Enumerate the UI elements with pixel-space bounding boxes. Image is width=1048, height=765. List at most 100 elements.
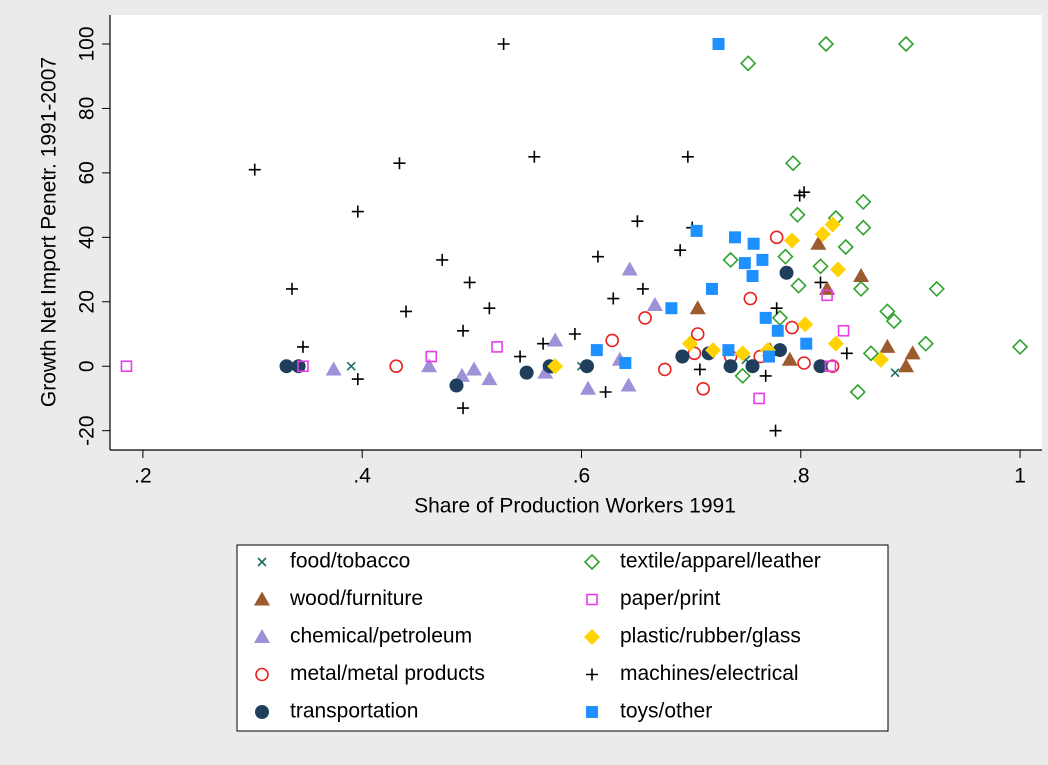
legend bbox=[236, 544, 889, 732]
data-point bbox=[636, 282, 649, 295]
data-point bbox=[781, 351, 798, 366]
data-point bbox=[771, 324, 784, 337]
data-point bbox=[898, 358, 915, 373]
data-point bbox=[722, 344, 735, 357]
data-point bbox=[784, 155, 802, 172]
data-point bbox=[872, 351, 889, 368]
data-point bbox=[798, 186, 811, 199]
data-point bbox=[690, 327, 705, 341]
data-point bbox=[389, 359, 403, 374]
y-tick-label: 0 bbox=[76, 360, 99, 372]
data-point bbox=[658, 362, 672, 377]
data-point bbox=[813, 359, 828, 374]
data-point bbox=[862, 345, 880, 362]
data-point bbox=[897, 35, 915, 53]
legend-label: chemical/petroleum bbox=[290, 625, 472, 648]
data-point bbox=[248, 163, 261, 176]
x-tick-label: .4 bbox=[353, 465, 371, 488]
legend-label: machines/electrical bbox=[620, 662, 799, 685]
data-point bbox=[819, 280, 836, 295]
data-point bbox=[830, 261, 847, 278]
y-tick-label: 20 bbox=[76, 290, 99, 313]
data-point bbox=[824, 216, 841, 233]
data-point bbox=[607, 292, 620, 305]
legend-marker bbox=[586, 593, 598, 606]
data-point bbox=[547, 358, 564, 375]
data-point bbox=[696, 381, 710, 396]
data-point bbox=[814, 276, 827, 289]
data-point bbox=[665, 302, 678, 315]
data-point bbox=[759, 369, 772, 382]
data-point bbox=[753, 392, 765, 405]
legend-label: wood/furniture bbox=[289, 587, 423, 610]
data-point bbox=[824, 360, 837, 373]
data-point bbox=[466, 361, 483, 376]
data-point bbox=[745, 359, 760, 374]
data-point bbox=[351, 373, 364, 386]
data-point bbox=[351, 205, 364, 218]
legend-marker bbox=[254, 629, 270, 643]
data-point bbox=[849, 383, 866, 401]
data-point bbox=[481, 371, 498, 386]
data-point bbox=[885, 312, 903, 330]
data-point bbox=[436, 253, 449, 266]
x-tick-label: .6 bbox=[573, 465, 591, 488]
y-tick-label: 100 bbox=[76, 26, 99, 61]
data-point bbox=[777, 248, 794, 265]
data-point bbox=[797, 356, 811, 370]
data-point bbox=[537, 337, 550, 350]
data-point bbox=[693, 363, 706, 376]
data-point bbox=[784, 232, 801, 249]
data-point bbox=[734, 345, 751, 362]
legend-label: textile/apparel/leather bbox=[620, 550, 821, 573]
data-point bbox=[747, 237, 760, 250]
legend-label: food/tobacco bbox=[290, 550, 410, 573]
data-point bbox=[579, 359, 594, 374]
data-point bbox=[800, 337, 813, 350]
data-point bbox=[855, 193, 872, 211]
data-point bbox=[840, 347, 853, 360]
data-point bbox=[296, 340, 309, 353]
data-point bbox=[591, 250, 604, 263]
data-point bbox=[790, 277, 807, 294]
data-point bbox=[286, 282, 299, 295]
data-point bbox=[483, 302, 496, 315]
data-point bbox=[827, 335, 844, 352]
data-point bbox=[746, 270, 759, 282]
y-tick-label: 40 bbox=[76, 226, 99, 249]
legend-label: metal/metal products bbox=[290, 662, 485, 685]
data-point bbox=[928, 280, 945, 298]
data-point bbox=[723, 359, 738, 374]
data-point bbox=[728, 231, 741, 244]
data-point bbox=[547, 332, 564, 347]
data-point bbox=[605, 333, 619, 348]
data-point bbox=[528, 150, 541, 163]
legend-marker bbox=[586, 706, 598, 718]
data-point bbox=[568, 328, 581, 340]
data-point bbox=[769, 230, 784, 245]
data-point bbox=[421, 358, 438, 373]
data-point bbox=[631, 215, 644, 228]
plot-area bbox=[110, 15, 1042, 450]
data-point bbox=[599, 386, 612, 398]
data-point bbox=[812, 258, 829, 275]
x-tick-label: .8 bbox=[792, 465, 810, 488]
legend-marker bbox=[583, 553, 601, 571]
data-point bbox=[904, 345, 921, 360]
data-point bbox=[646, 297, 663, 311]
data-point bbox=[491, 341, 503, 353]
legend-marker bbox=[255, 667, 269, 682]
data-point bbox=[743, 291, 758, 306]
data-point bbox=[638, 311, 652, 325]
data-point bbox=[393, 157, 406, 170]
data-point bbox=[738, 257, 751, 270]
legend-label: transportation bbox=[290, 700, 418, 723]
data-point bbox=[514, 350, 527, 363]
data-point bbox=[463, 276, 476, 289]
y-tick-label: 80 bbox=[76, 97, 99, 120]
y-axis-title: Growth Net Import Penetr. 1991-2007 bbox=[38, 57, 61, 407]
data-point bbox=[879, 338, 896, 353]
data-point bbox=[705, 282, 718, 295]
x-axis-title: Share of Production Workers 1991 bbox=[414, 495, 736, 518]
